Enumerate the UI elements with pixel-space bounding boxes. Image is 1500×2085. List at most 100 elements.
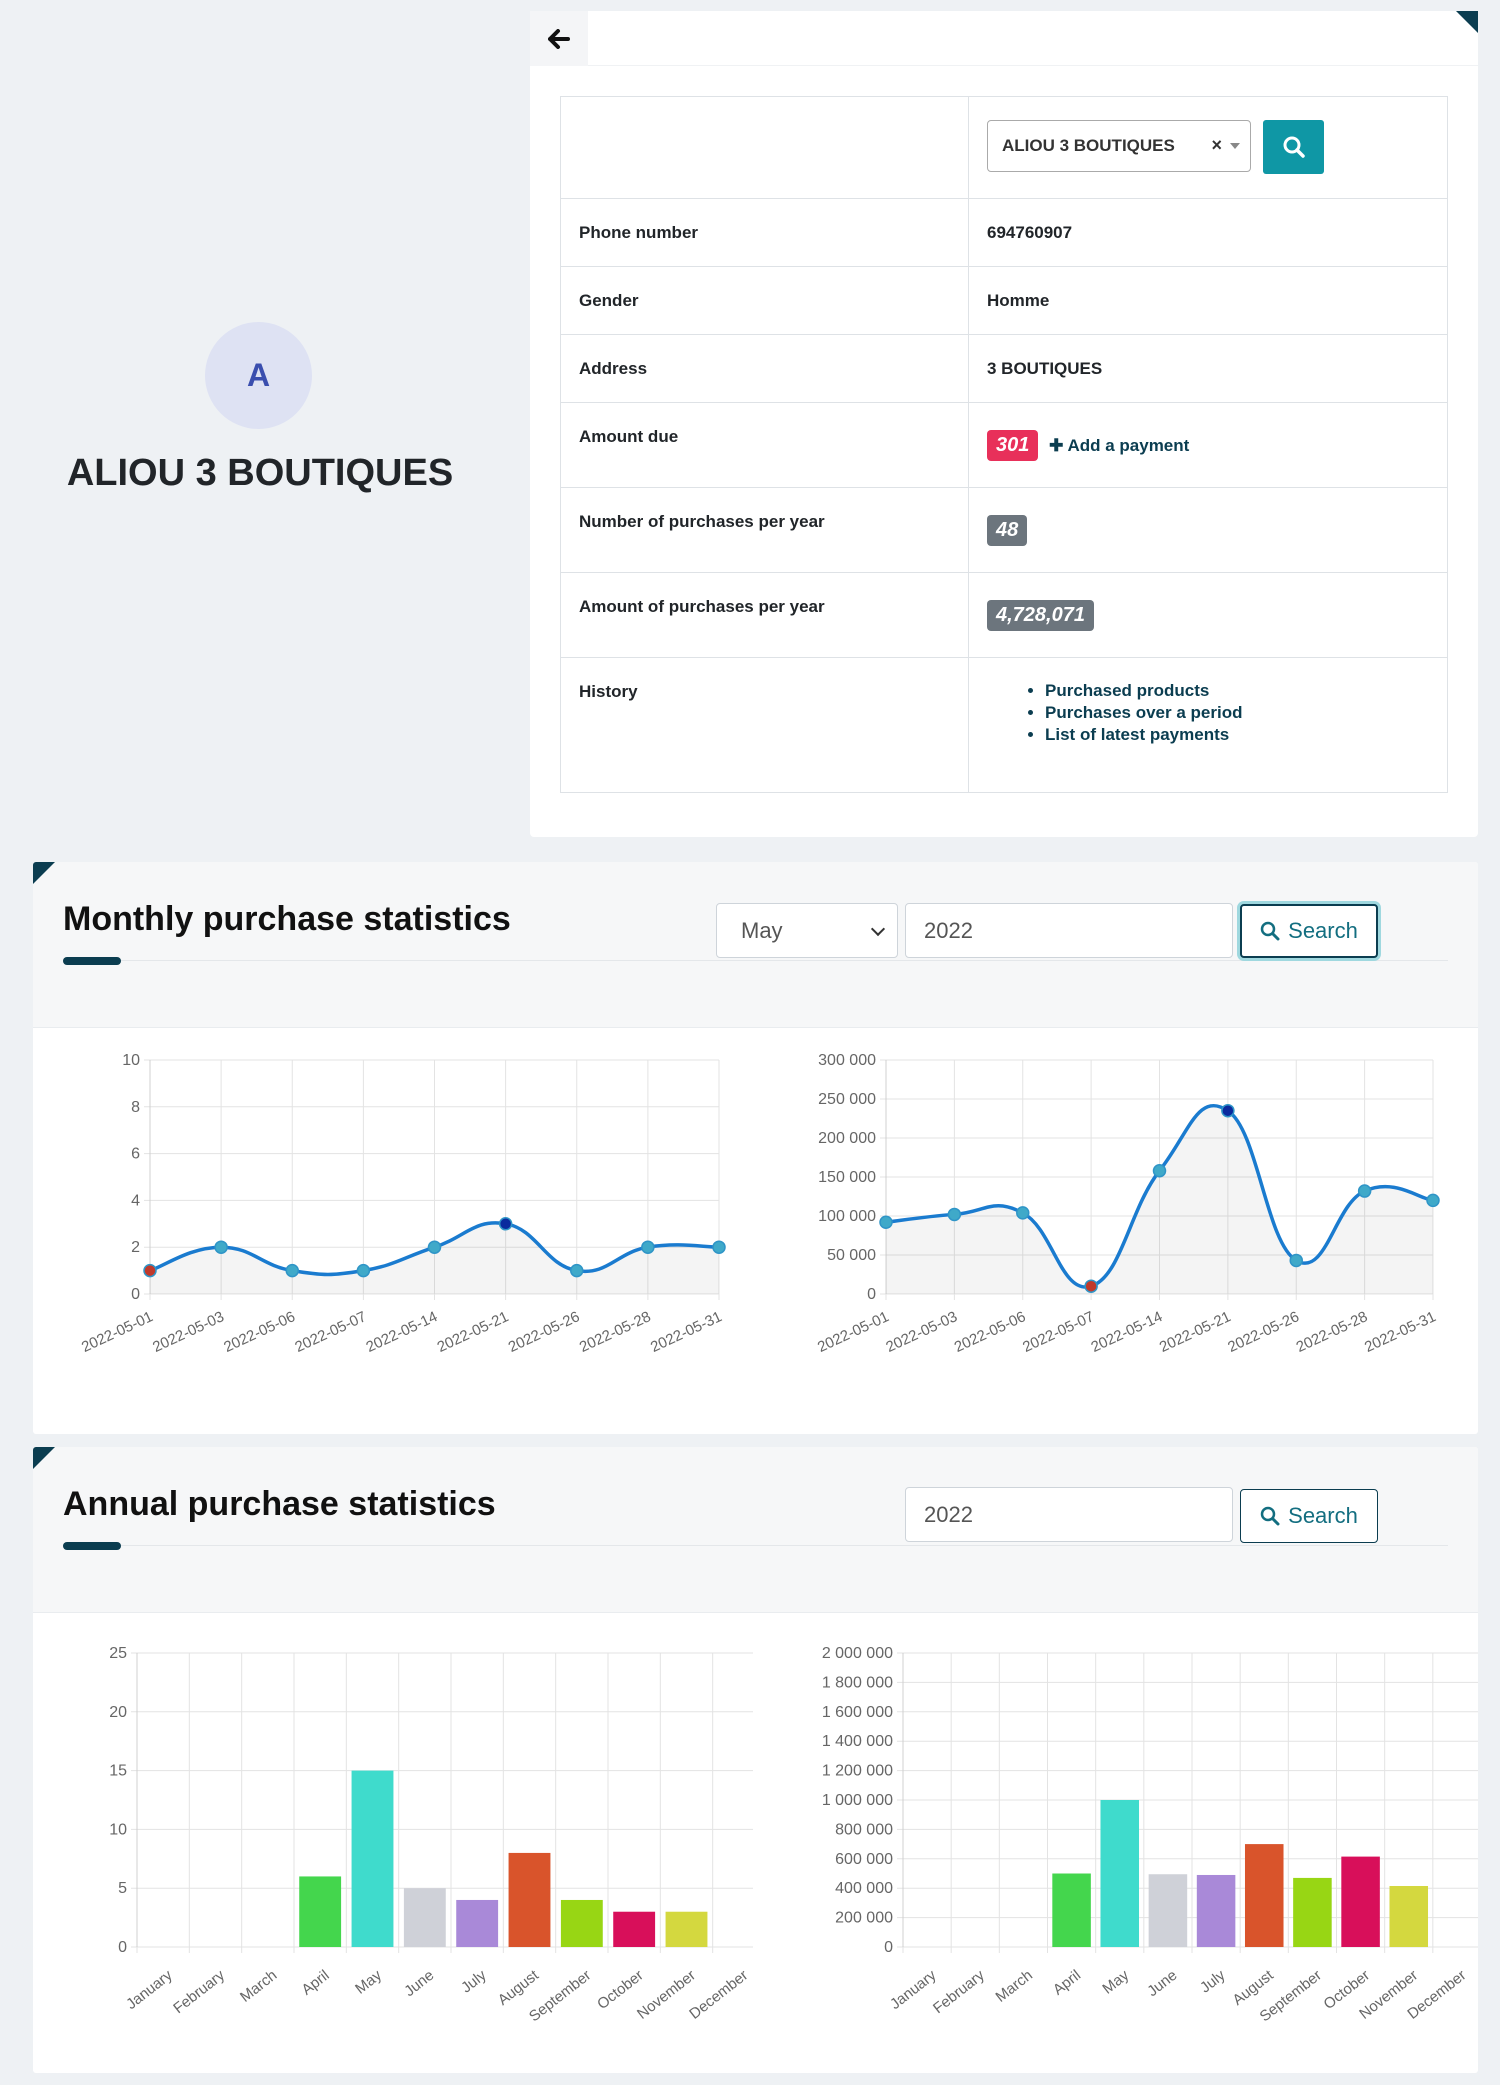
data-point (214, 1240, 228, 1254)
monthly-stats-card: Monthly purchase statistics May 2022 Sea… (33, 862, 1478, 1434)
annual-stats-card: Annual purchase statistics 2022 Search 0… (33, 1447, 1478, 2073)
y-tick-label: 4 (131, 1192, 140, 1209)
back-button[interactable] (530, 11, 588, 66)
monthly-stats-title: Monthly purchase statistics (63, 900, 511, 938)
monthly-purchase-count-chart: 02468102022-05-012022-05-032022-05-06202… (79, 1054, 726, 1356)
data-point (498, 1217, 513, 1231)
chevron-down-icon (1230, 143, 1240, 149)
annual-year-input[interactable]: 2022 (905, 1487, 1233, 1542)
x-tick-label: 2022-05-14 (363, 1308, 440, 1356)
bar (456, 1899, 499, 1947)
y-tick-label: 10 (109, 1821, 127, 1838)
x-tick-label: 2022-05-06 (952, 1308, 1029, 1356)
y-tick-label: 400 000 (835, 1880, 893, 1897)
y-tick-label: 5 (118, 1880, 127, 1897)
customer-name: ALIOU 3 BOUTIQUES (66, 452, 454, 494)
clear-icon[interactable]: × (1211, 135, 1222, 155)
data-point (712, 1240, 726, 1254)
monthly-purchase-amount-chart: 0 50 000 100 000 150 000 200 000 250 000 300 0… (815, 1054, 1440, 1356)
gender-value: Homme (968, 266, 1448, 335)
y-tick-label: 10 (122, 1054, 140, 1069)
bar (1389, 1885, 1429, 1947)
data-point (285, 1263, 299, 1278)
x-tick-label: May (352, 1966, 385, 1997)
bar (508, 1852, 551, 1947)
avatar: A (205, 322, 312, 429)
add-payment-link[interactable]: ✚ Add a payment (1049, 436, 1189, 455)
monthly-stats-header: Monthly purchase statistics May 2022 Sea… (33, 862, 1478, 1028)
x-tick-label: April (299, 1967, 333, 1999)
data-point (879, 1215, 893, 1229)
title-underline (63, 957, 121, 965)
bar (1341, 1856, 1380, 1947)
bar (1293, 1877, 1332, 1947)
purchases-count-badge: 48 (987, 514, 1028, 546)
latest-payments-link[interactable]: List of latest payments (1045, 724, 1429, 746)
customer-search-button[interactable] (1263, 120, 1324, 174)
monthly-search-label: Search (1288, 918, 1358, 943)
purchases-amount-label: Amount of purchases per year (560, 572, 969, 658)
search-icon (1283, 136, 1305, 158)
x-tick-label: 2022-05-28 (1294, 1308, 1371, 1356)
monthly-year-value: 2022 (924, 917, 973, 943)
phone-label: Phone number (560, 198, 969, 267)
month-select-value: May (741, 917, 783, 943)
month-select[interactable]: May (716, 903, 898, 958)
annual-year-value: 2022 (924, 1501, 973, 1527)
arrow-left-icon (548, 28, 570, 49)
purchased-products-link[interactable]: Purchased products (1045, 680, 1429, 702)
x-tick-label: 2022-05-01 (815, 1308, 892, 1356)
y-tick-label: 0 (867, 1286, 876, 1303)
customer-select[interactable]: ALIOU 3 BOUTIQUES × (987, 120, 1251, 172)
corner-decoration (33, 1447, 55, 1469)
data-point (1084, 1279, 1098, 1293)
data-point (356, 1263, 371, 1278)
monthly-year-input[interactable]: 2022 (905, 903, 1233, 958)
y-tick-label: 6 (131, 1146, 140, 1163)
data-point (143, 1263, 157, 1278)
series-area (886, 1105, 1433, 1294)
add-payment-label: Add a payment (1067, 435, 1190, 455)
x-tick-label: 2022-05-31 (1362, 1308, 1439, 1356)
search-icon (1260, 921, 1280, 941)
bar (1100, 1800, 1140, 1947)
x-tick-label: 2022-05-07 (292, 1308, 369, 1356)
customer-profile: A ALIOU 3 BOUTIQUES (0, 0, 520, 830)
customer-info-card: ALIOU 3 BOUTIQUES × Phone number 6947609… (530, 11, 1478, 837)
address-value: 3 BOUTIQUES (968, 334, 1448, 403)
data-point (1289, 1253, 1303, 1268)
bar (560, 1899, 603, 1947)
y-tick-label: 2 (131, 1239, 140, 1256)
data-point (1221, 1103, 1235, 1118)
chevron-down-icon (870, 921, 886, 937)
data-point (947, 1207, 962, 1222)
x-tick-label: 2022-05-01 (79, 1308, 156, 1356)
y-tick-label: 2 000 000 (822, 1645, 893, 1662)
y-tick-label: 50 000 (827, 1247, 876, 1264)
purchases-period-link[interactable]: Purchases over a period (1045, 702, 1429, 724)
x-tick-label: 2022-05-21 (435, 1308, 512, 1356)
annual-stats-title: Annual purchase statistics (63, 1485, 496, 1523)
title-underline (63, 1542, 121, 1550)
data-point (427, 1240, 442, 1254)
purchases-count-label: Number of purchases per year (560, 487, 969, 573)
data-point (1016, 1206, 1030, 1220)
x-tick-label: 2022-05-28 (577, 1308, 654, 1356)
annual-search-button[interactable]: Search (1240, 1489, 1378, 1543)
annual-stats-header: Annual purchase statistics 2022 Search (33, 1447, 1478, 1613)
data-point (1357, 1184, 1372, 1198)
y-tick-label: 1 600 000 (822, 1704, 893, 1721)
x-tick-label: January (123, 1966, 176, 2013)
y-tick-label: 200 000 (835, 1910, 893, 1927)
y-tick-label: 0 (118, 1939, 127, 1956)
avatar-initial: A (246, 357, 271, 393)
y-tick-label: 15 (109, 1763, 127, 1780)
y-tick-label: 1 000 000 (822, 1792, 893, 1809)
y-tick-label: 100 000 (818, 1208, 876, 1225)
bar (613, 1911, 656, 1947)
monthly-search-button[interactable]: Search (1240, 904, 1378, 958)
phone-value: 694760907 (968, 198, 1448, 267)
bar (351, 1770, 394, 1947)
y-tick-label: 250 000 (818, 1091, 876, 1108)
